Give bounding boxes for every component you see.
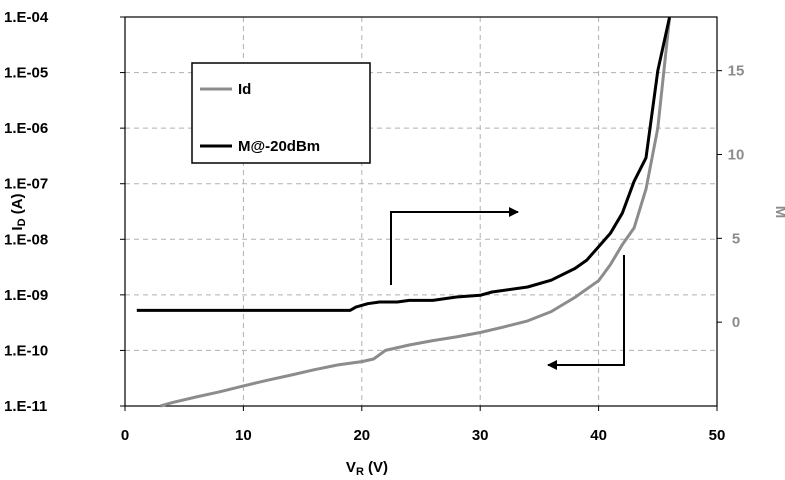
x-tick-label: 50 <box>709 427 726 444</box>
series-line-m <box>136 16 672 312</box>
y-left-tick-label: 1.E-05 <box>4 65 48 82</box>
y-left-axis-title-main: I <box>9 226 26 230</box>
y-right-tick-label: 10 <box>728 146 745 163</box>
y-left-tick-label: 1.E-04 <box>4 9 49 26</box>
legend-m-label: M@-20dBm <box>238 138 320 155</box>
y-right-tick-label: 15 <box>728 63 745 80</box>
x-axis-title-sub: R <box>356 466 364 478</box>
x-tick-label: 30 <box>472 427 489 444</box>
axes-layer: 0 10 20 30 40 501.E-041.E-051.E-061.E-071.E-0… <box>4 9 744 444</box>
y-left-tick-label: 1.E-06 <box>4 120 48 137</box>
y-right-tick-label: 0 <box>732 314 740 331</box>
x-tick-label: 20 <box>353 427 370 444</box>
y-left-tick-label: 1.E-09 <box>4 287 48 304</box>
series-layer <box>136 16 672 408</box>
annotation-arrows <box>390 207 625 370</box>
x-axis-title-unit: (V) <box>364 459 388 476</box>
y-right-axis-title: M <box>772 206 785 219</box>
y-left-tick-label: 1.E-10 <box>4 342 48 359</box>
x-tick-label: 0 <box>121 427 129 444</box>
y-left-tick-label: 1.E-07 <box>4 176 48 193</box>
legend-id-label: Id <box>238 81 251 98</box>
y-left-axis-title: ID (A) <box>9 193 28 230</box>
plot-frame <box>124 16 718 407</box>
x-tick-label: 40 <box>590 427 607 444</box>
x-axis-title-main: V <box>346 459 356 476</box>
y-left-tick-label: 1.E-11 <box>4 398 47 415</box>
legend: Id M@-20dBm <box>191 62 371 164</box>
y-left-axis-title-sub: D <box>16 218 28 226</box>
x-axis-title: VR (V) <box>346 459 388 478</box>
arrow-to-m-axis <box>390 207 519 285</box>
y-right-tick-label: 5 <box>732 230 740 247</box>
y-left-tick-label: 1.E-08 <box>4 231 48 248</box>
y-left-axis-title-unit: (A) <box>9 193 26 218</box>
series-line-id <box>160 16 672 408</box>
x-tick-label: 10 <box>235 427 252 444</box>
arrow-to-id-axis <box>547 255 625 370</box>
